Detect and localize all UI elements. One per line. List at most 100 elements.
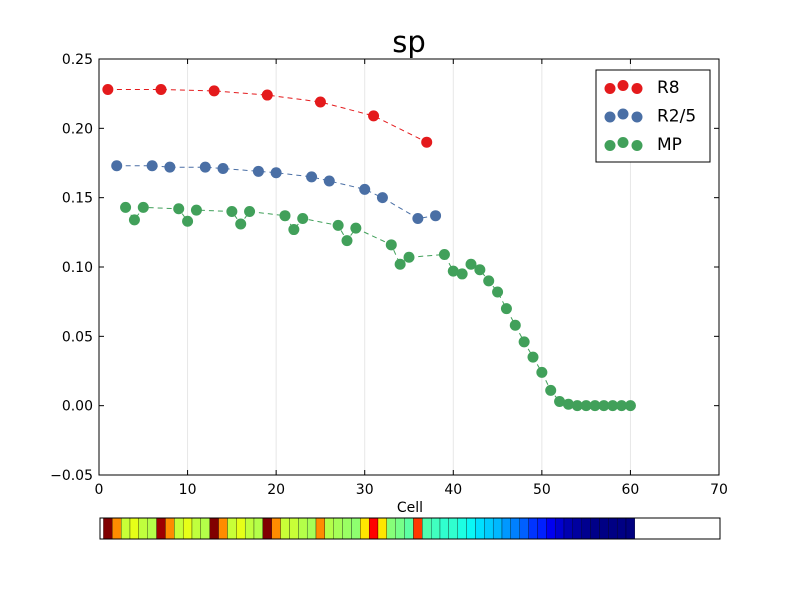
data-point bbox=[102, 84, 114, 96]
colorbar-cell bbox=[360, 517, 370, 540]
data-point bbox=[359, 183, 371, 195]
colorbar-cell bbox=[271, 517, 281, 540]
colorbar-cell bbox=[156, 517, 166, 540]
data-point bbox=[306, 171, 318, 183]
colorbar-cell bbox=[608, 517, 618, 540]
colorbar-cell bbox=[191, 517, 202, 540]
data-point bbox=[465, 258, 477, 270]
data-point bbox=[261, 89, 273, 101]
data-point bbox=[483, 275, 495, 287]
data-point bbox=[164, 161, 176, 173]
colorbar-cell bbox=[537, 517, 547, 540]
colorbar-cell bbox=[147, 517, 157, 540]
data-point bbox=[182, 215, 194, 227]
y-tick-label: 0.10 bbox=[62, 260, 93, 276]
colorbar-cell bbox=[404, 517, 414, 540]
colorbar-cell bbox=[112, 517, 122, 540]
x-axis-ticks: 0 10 20 30 40 50 60 70 bbox=[95, 59, 728, 498]
data-point bbox=[332, 219, 344, 231]
data-point bbox=[244, 206, 256, 218]
legend-marker bbox=[604, 83, 616, 94]
colorbar-cell bbox=[324, 517, 334, 540]
data-point bbox=[208, 85, 220, 97]
colorbar-cell bbox=[165, 517, 175, 540]
data-point bbox=[146, 160, 158, 172]
data-point bbox=[190, 204, 202, 216]
legend-marker bbox=[617, 80, 629, 91]
data-point bbox=[323, 175, 335, 187]
data-point bbox=[518, 336, 530, 348]
colorbar-cell bbox=[103, 517, 113, 540]
chart-title: sp bbox=[392, 25, 426, 59]
colorbar-cell bbox=[395, 517, 405, 540]
data-point bbox=[226, 206, 238, 218]
y-tick-label: 0.15 bbox=[62, 191, 93, 207]
data-point bbox=[297, 212, 309, 224]
colorbar-cell bbox=[351, 517, 361, 540]
x-tick-label: 60 bbox=[622, 482, 640, 498]
colorbar-cell bbox=[289, 517, 299, 540]
colorbar-cell bbox=[457, 517, 467, 540]
colorbar-cell bbox=[501, 517, 512, 540]
y-tick-label: 0.00 bbox=[62, 399, 93, 415]
x-tick-label: 70 bbox=[710, 482, 728, 498]
data-points bbox=[102, 84, 636, 412]
data-point bbox=[500, 303, 512, 315]
legend-marker bbox=[631, 111, 643, 123]
data-point bbox=[173, 203, 185, 215]
colorbar-cell bbox=[120, 517, 131, 540]
legend-label: R2/5 bbox=[657, 107, 696, 127]
data-point bbox=[562, 398, 574, 410]
colorbar-cell bbox=[182, 517, 193, 540]
colorbar-cell bbox=[554, 517, 565, 540]
y-tick-label: 0.20 bbox=[62, 121, 93, 137]
data-point bbox=[314, 96, 326, 108]
data-point bbox=[545, 384, 557, 396]
colorbar-cell bbox=[625, 517, 636, 540]
colorbar-cell bbox=[528, 517, 538, 540]
colorbar-cell bbox=[333, 517, 343, 540]
colorbar-cell bbox=[174, 517, 184, 540]
data-point bbox=[403, 251, 415, 263]
series-lines bbox=[107, 89, 631, 407]
colorbar-cell bbox=[599, 517, 609, 540]
colorbar-cell bbox=[280, 517, 290, 540]
data-point bbox=[616, 400, 628, 412]
y-tick-label: 0.05 bbox=[62, 329, 93, 345]
data-point bbox=[447, 265, 459, 277]
colorbar-cell bbox=[484, 517, 494, 540]
colorbar-cell bbox=[439, 517, 450, 540]
colorbar-cell bbox=[466, 517, 476, 540]
y-axis-ticks: −0.05 0.00 0.05 0.10 0.15 0.20 0.25 bbox=[50, 52, 719, 484]
colorbar-cell bbox=[306, 517, 317, 540]
data-point bbox=[279, 210, 291, 222]
data-point bbox=[438, 249, 450, 261]
data-point bbox=[385, 239, 397, 251]
colorbar-cell bbox=[227, 517, 237, 540]
colorbar-cell bbox=[581, 517, 591, 540]
data-point bbox=[624, 400, 636, 412]
colorbar-cell bbox=[315, 517, 326, 540]
colorbar-cell bbox=[244, 517, 255, 540]
data-point bbox=[217, 163, 229, 175]
data-point bbox=[155, 84, 167, 96]
data-point bbox=[421, 136, 433, 148]
data-point bbox=[474, 264, 486, 276]
x-tick-label: 0 bbox=[95, 482, 104, 498]
colorbar-cell bbox=[138, 517, 148, 540]
data-point bbox=[350, 222, 362, 234]
data-point bbox=[288, 224, 300, 236]
colorbar-cell bbox=[218, 517, 228, 540]
y-tick-label: −0.05 bbox=[50, 468, 93, 484]
grid bbox=[187, 59, 631, 475]
colorbar-cell bbox=[616, 517, 627, 540]
data-point bbox=[235, 218, 247, 230]
data-point bbox=[368, 110, 380, 122]
colorbar-cell bbox=[368, 517, 379, 540]
colorbar-cell bbox=[448, 517, 458, 540]
colorbar-cell bbox=[129, 517, 140, 540]
colorbar-cell bbox=[200, 517, 210, 540]
data-point bbox=[607, 400, 619, 412]
data-point bbox=[456, 268, 468, 280]
data-point bbox=[252, 165, 264, 177]
